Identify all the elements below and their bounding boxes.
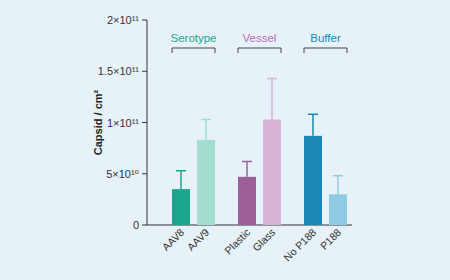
- x-tick-label: AAV8: [159, 226, 186, 253]
- y-axis-label: Capsid / cm²: [92, 89, 104, 155]
- x-tick-label: No P188: [281, 226, 318, 263]
- bar: [238, 177, 256, 225]
- error-bar: [308, 114, 318, 136]
- error-bar: [333, 176, 343, 194]
- chart: 0 5×10¹⁰ 1×10¹¹ 1.5×10¹¹ 2×10¹¹ Capsid / cm² A…: [0, 0, 450, 280]
- bar: [263, 119, 281, 225]
- group-bracket: [172, 48, 215, 53]
- bar: [172, 189, 190, 225]
- group-label: Buffer: [310, 32, 341, 44]
- y-tick-label: 0: [133, 219, 139, 231]
- page: {"chart_data": {"type": "bar", "y_label"…: [0, 0, 450, 280]
- y-tick: [142, 225, 147, 226]
- y-tick-label: 1×10¹¹: [107, 117, 139, 129]
- error-bar: [267, 78, 277, 119]
- error-bar: [176, 171, 186, 189]
- error-bar: [242, 161, 252, 176]
- y-tick-label: 5×10¹⁰: [106, 168, 139, 180]
- x-tick-label: AAV9: [184, 226, 211, 253]
- x-tick-label: Plastic: [222, 226, 252, 256]
- group-label: Vessel: [243, 32, 277, 44]
- y-tick: [142, 122, 147, 123]
- bar: [197, 140, 215, 225]
- group-label: Serotype: [170, 32, 216, 44]
- y-tick: [142, 71, 147, 72]
- y-tick: [142, 173, 147, 174]
- bars: [172, 78, 347, 225]
- x-tick-label: Glass: [250, 226, 277, 253]
- error-bar: [201, 119, 211, 140]
- group-bracket: [304, 48, 347, 53]
- x-tick-label: P188: [318, 226, 344, 252]
- y-axis: [147, 20, 148, 225]
- y-tick-label: 1.5×10¹¹: [98, 65, 140, 77]
- bar: [329, 194, 347, 225]
- bar: [304, 136, 322, 225]
- y-tick: [142, 20, 147, 21]
- group-bracket: [238, 48, 281, 53]
- y-tick-label: 2×10¹¹: [107, 14, 139, 26]
